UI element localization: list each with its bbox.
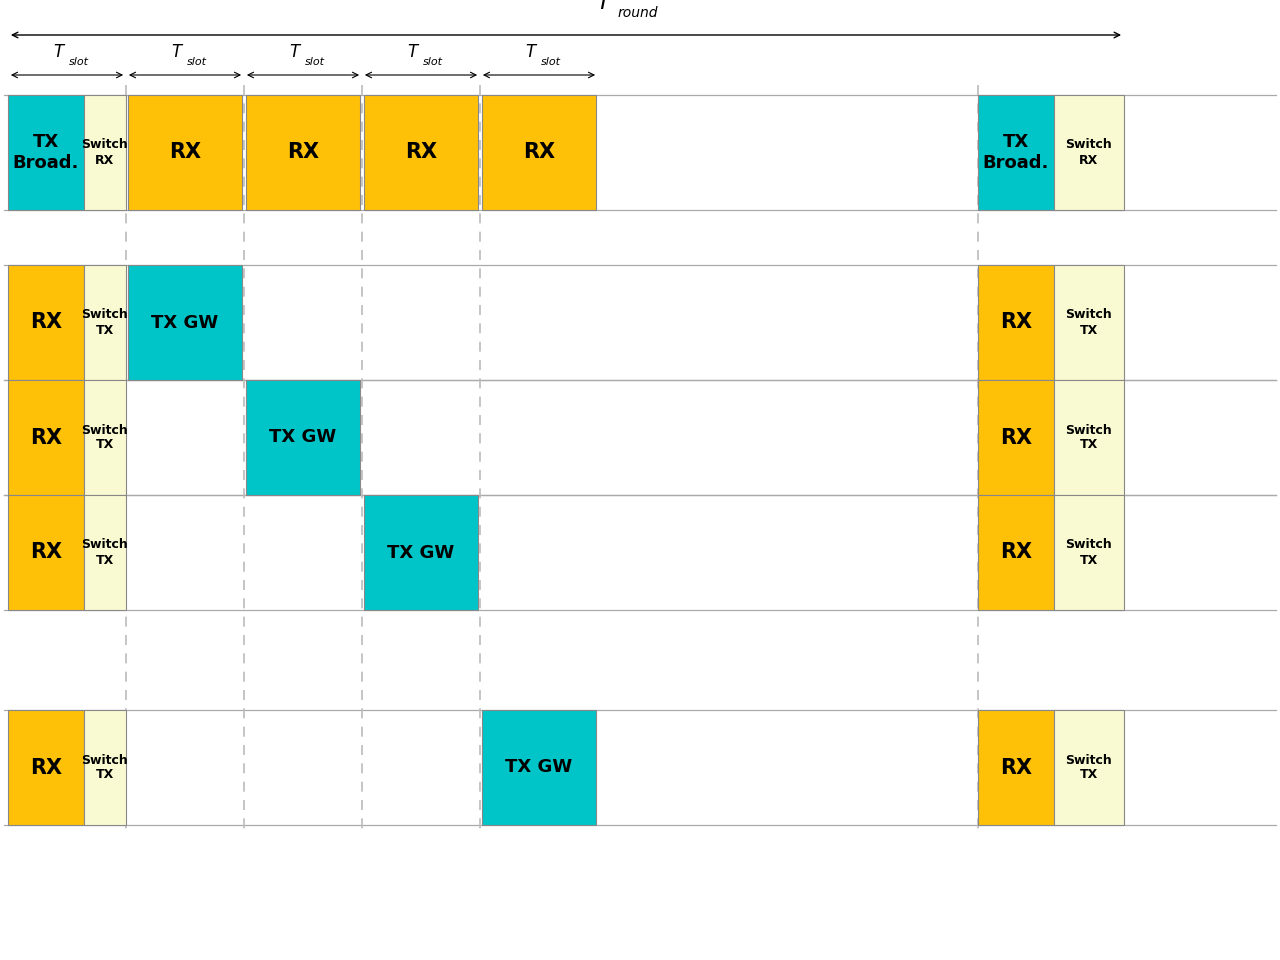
Text: RX: RX [29,757,61,778]
Text: $T$: $T$ [289,43,302,61]
Bar [1053,265,1124,380]
Bar [8,495,84,610]
Text: $T$: $T$ [407,43,420,61]
Bar [978,265,1053,380]
Text: Switch
TX: Switch TX [1066,308,1112,337]
Text: TX GW: TX GW [269,428,337,446]
Bar [128,265,242,380]
Text: slot: slot [187,57,207,67]
Text: RX: RX [29,427,61,447]
Bar [364,495,477,610]
Bar [1053,495,1124,610]
Text: Switch
TX: Switch TX [1066,539,1112,566]
Text: Switch
TX: Switch TX [82,308,128,337]
Text: RX: RX [1000,757,1032,778]
Bar [84,95,125,210]
Text: slot: slot [69,57,90,67]
Bar [246,95,360,210]
Text: Switch
TX: Switch TX [1066,754,1112,781]
Text: RX: RX [1000,542,1032,563]
Text: slot: slot [541,57,561,67]
Text: $T$: $T$ [525,43,538,61]
Bar [978,95,1053,210]
Bar [8,710,84,825]
Text: RX: RX [524,142,556,162]
Text: Switch
RX: Switch RX [1066,138,1112,166]
Bar [978,495,1053,610]
Text: round: round [618,6,658,20]
Bar [1053,95,1124,210]
Text: RX: RX [1000,313,1032,332]
Bar [128,95,242,210]
Bar [483,95,596,210]
Text: RX: RX [29,313,61,332]
Text: Switch
TX: Switch TX [82,754,128,781]
Text: RX: RX [404,142,436,162]
Text: TX
Broad.: TX Broad. [983,133,1050,172]
Text: Switch
TX: Switch TX [1066,423,1112,451]
Text: slot: slot [305,57,325,67]
Text: RX: RX [29,542,61,563]
Text: TX GW: TX GW [388,543,454,562]
Text: RX: RX [1000,427,1032,447]
Text: $T$: $T$ [172,43,184,61]
Text: TX GW: TX GW [151,314,219,331]
Text: slot: slot [422,57,443,67]
Text: RX: RX [287,142,319,162]
Bar [8,380,84,495]
Bar [84,380,125,495]
Bar [978,710,1053,825]
Bar [84,710,125,825]
Text: TX
Broad.: TX Broad. [13,133,79,172]
Bar [978,380,1053,495]
Text: Switch
RX: Switch RX [82,138,128,166]
Bar [84,495,125,610]
Bar [483,710,596,825]
Text: $T$: $T$ [52,43,67,61]
Text: TX GW: TX GW [506,758,572,777]
Bar [364,95,477,210]
Bar [8,265,84,380]
Bar [1053,710,1124,825]
Bar [1053,380,1124,495]
Text: RX: RX [169,142,201,162]
Bar [8,95,84,210]
Text: Switch
TX: Switch TX [82,423,128,451]
Bar [84,265,125,380]
Bar [246,380,360,495]
Text: $T$: $T$ [596,0,613,13]
Text: Switch
TX: Switch TX [82,539,128,566]
